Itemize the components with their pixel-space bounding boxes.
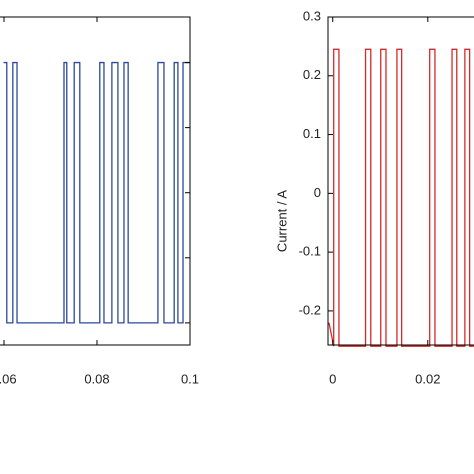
x-tick-label: 0.02 <box>415 371 440 386</box>
axes-box <box>0 16 191 346</box>
y-tick-label: -0.2 <box>299 302 321 317</box>
y-tick-label: 0.3 <box>303 8 321 23</box>
y-tick-label: 0.2 <box>303 67 321 82</box>
data-line <box>328 48 474 347</box>
y-tick-label: -0.1 <box>299 244 321 259</box>
data-line <box>3 61 190 324</box>
y-axis-label: Current / A <box>274 190 289 252</box>
y-tick-label: 0 <box>314 185 321 200</box>
y-tick-label: 0.1 <box>303 126 321 141</box>
x-tick-label: 0.06 <box>0 371 17 386</box>
x-tick-label: 0.1 <box>181 371 199 386</box>
x-tick-label: 0.08 <box>84 371 109 386</box>
axes-box <box>327 16 474 346</box>
x-tick-label: 0 <box>329 371 336 386</box>
